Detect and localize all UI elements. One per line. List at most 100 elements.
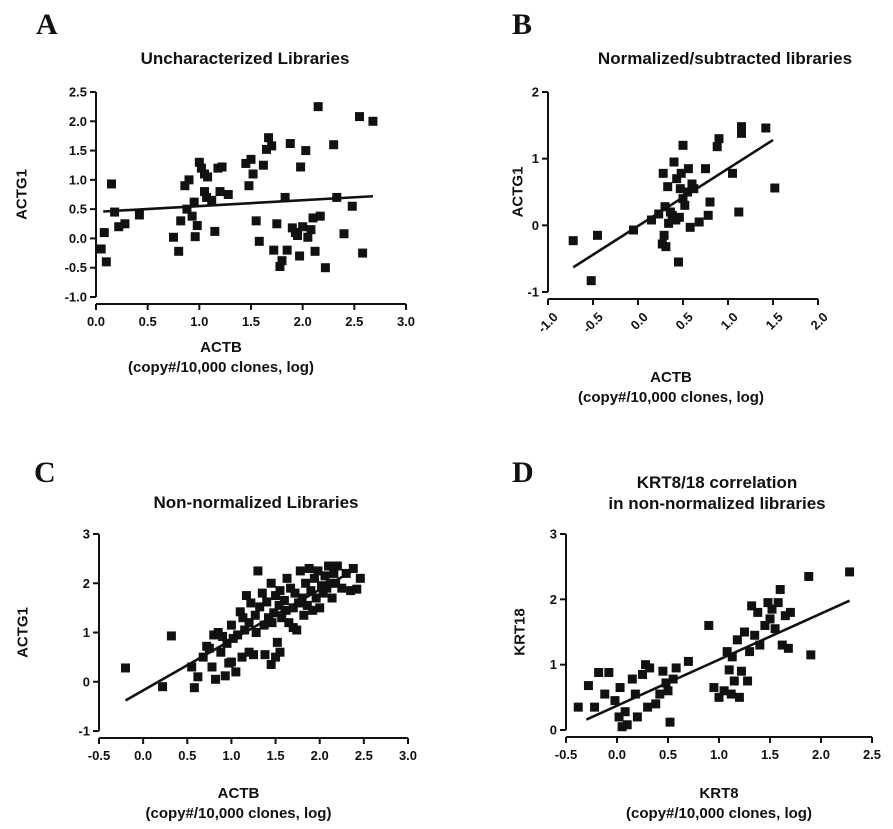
data-point [683, 164, 693, 174]
x-tick-label: 0.0 [134, 748, 152, 763]
x-tick-label: 0.5 [673, 309, 696, 332]
x-axis-label: ACTB [218, 785, 260, 802]
data-point [568, 236, 578, 246]
data-point [180, 181, 190, 191]
x-tick-label: 3.0 [397, 314, 415, 329]
regression-line [585, 599, 851, 721]
data-point [655, 689, 665, 699]
data-point [202, 192, 212, 202]
x-tick-label: 2.0 [294, 314, 312, 329]
data-point [187, 662, 197, 672]
data-point [770, 183, 780, 193]
data-point [719, 686, 729, 696]
data-point [120, 219, 130, 229]
data-point [200, 187, 209, 197]
data-point [176, 216, 186, 226]
data-point [737, 128, 746, 138]
y-tick-label: 2.5 [69, 85, 87, 100]
data-point [189, 683, 199, 693]
data-point [780, 611, 790, 621]
data-point [244, 647, 254, 657]
data-point [604, 668, 614, 678]
data-point [583, 681, 593, 691]
data-point [760, 620, 770, 630]
data-point [303, 232, 313, 242]
y-tick-label: 0 [83, 674, 90, 689]
data-point [736, 666, 746, 676]
data-point [775, 585, 785, 595]
x-tick-label: 2.0 [808, 309, 831, 332]
data-point [240, 625, 250, 635]
y-tick-label: 1 [532, 151, 539, 166]
chart-title: Non-normalized Libraries [154, 493, 359, 512]
data-point [275, 586, 285, 596]
x-tick-label: -0.5 [579, 309, 605, 335]
data-point [667, 210, 677, 220]
data-point [745, 647, 755, 657]
data-point [701, 164, 710, 174]
x-axis-label: ACTB [200, 339, 242, 356]
data-point [241, 591, 251, 601]
data-point [661, 242, 671, 252]
data-point [99, 228, 109, 238]
data-point [767, 604, 777, 614]
data-point [643, 702, 653, 712]
data-point [158, 682, 168, 692]
data-point [324, 561, 334, 571]
data-point [674, 212, 684, 222]
y-tick-label: 1 [550, 657, 557, 672]
x-tick-label: 0.5 [178, 748, 196, 763]
data-point [671, 663, 681, 673]
data-point [251, 628, 261, 637]
data-point [703, 210, 713, 220]
data-point [235, 607, 245, 617]
data-point [281, 605, 291, 615]
data-point [316, 581, 326, 591]
chart-title: in non-normalized libraries [608, 494, 825, 513]
y-axis-label: KRT18 [512, 608, 529, 656]
data-point [184, 175, 194, 185]
data-point [297, 593, 307, 603]
data-point [339, 229, 349, 239]
y-tick-label: -1.0 [65, 290, 87, 305]
data-point [320, 571, 330, 581]
data-point [246, 598, 256, 608]
data-point [632, 712, 642, 722]
data-point [204, 643, 214, 653]
data-point [352, 584, 362, 594]
y-axis-label: ACTG1 [510, 167, 527, 218]
x-tick-label: 2.0 [311, 748, 329, 763]
data-point [285, 139, 295, 149]
data-point [280, 192, 290, 202]
data-point [331, 578, 341, 588]
data-point [226, 620, 236, 630]
chart-title: Uncharacterized Libraries [141, 49, 350, 68]
data-point [355, 112, 364, 122]
data-point [277, 256, 287, 266]
x-tick-label: 2.0 [812, 747, 830, 762]
data-point [729, 676, 739, 686]
data-point [279, 595, 289, 605]
data-point [107, 179, 116, 189]
data-point [169, 232, 178, 242]
data-point [182, 204, 192, 214]
data-point [295, 566, 305, 576]
data-point [329, 140, 339, 150]
data-point [306, 586, 316, 596]
data-point [282, 245, 292, 255]
data-point [217, 162, 227, 172]
x-tick-label: 1.0 [710, 747, 728, 762]
data-point [313, 566, 323, 576]
data-point [845, 567, 855, 577]
data-point [306, 225, 316, 235]
data-point [277, 613, 287, 623]
data-point [714, 692, 724, 702]
x-axis-label: (copy#/10,000 clones, log) [578, 389, 764, 406]
x-axis-label: ACTB [650, 369, 692, 386]
x-tick-label: -0.5 [88, 748, 110, 763]
x-tick-label: 2.5 [863, 747, 881, 762]
data-point [614, 712, 624, 722]
data-point [267, 141, 277, 151]
x-tick-label: 0.0 [628, 309, 651, 332]
data-point [590, 702, 600, 712]
